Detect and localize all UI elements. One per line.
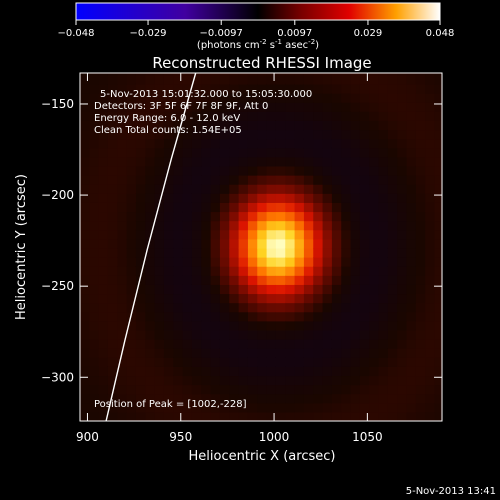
colorbar-tick-label: 0.029 [354, 28, 383, 39]
colorbar-tick-label: 0.0097 [277, 28, 312, 39]
x-tick-label: 1000 [259, 430, 290, 444]
annotation-time-range: 5-Nov-2013 15:01:32.000 to 15:05:30.000 [100, 89, 312, 100]
annotation-detectors: Detectors: 3F 5F 6F 7F 8F 9F, Att 0 [94, 101, 268, 112]
x-tick-label: 1050 [352, 430, 383, 444]
chart-title: Reconstructed RHESSI Image [152, 54, 371, 72]
y-tick-label: −200 [41, 188, 74, 202]
annotation-energy: Energy Range: 6.0 - 12.0 keV [94, 113, 240, 124]
annotation-clean: Clean Total counts: 1.54E+05 [94, 125, 242, 136]
solar-limb-curve [105, 73, 197, 421]
colorbar-ticks: −0.048 −0.029 −0.0097 0.0097 0.029 0.048 [57, 20, 454, 39]
footer-timestamp: 5-Nov-2013 13:41 [406, 486, 496, 497]
y-axis-label: Heliocentric Y (arcsec) [14, 174, 29, 320]
y-tick-label: −300 [41, 370, 74, 384]
colorbar-tick-label: −0.029 [130, 28, 167, 39]
colorbar-tick-label: −0.048 [57, 28, 94, 39]
plot-frame [79, 72, 443, 422]
x-tick-label: 950 [169, 430, 192, 444]
y-tick-label: −150 [41, 97, 74, 111]
annotations: 5-Nov-2013 15:01:32.000 to 15:05:30.000 … [94, 89, 312, 410]
plot-area [80, 73, 442, 421]
annotation-peak: Position of Peak = [1002,-228] [94, 399, 247, 410]
heatmap-image [80, 73, 442, 421]
colorbar-gradient [75, 2, 441, 21]
x-tick-label: 900 [76, 430, 99, 444]
colorbar: −0.048 −0.029 −0.0097 0.0097 0.029 0.048 (pho… [57, 2, 454, 51]
colorbar-units: (photons cm-2 s-1 asec-2) [197, 38, 319, 51]
colorbar-tick-label: −0.0097 [200, 28, 243, 39]
axis-ticks: 900 950 1000 1050 −150 −200 −250 −300 [41, 73, 442, 444]
y-tick-label: −250 [41, 279, 74, 293]
x-axis-label: Heliocentric X (arcsec) [189, 449, 336, 464]
colorbar-tick-label: 0.048 [426, 28, 455, 39]
